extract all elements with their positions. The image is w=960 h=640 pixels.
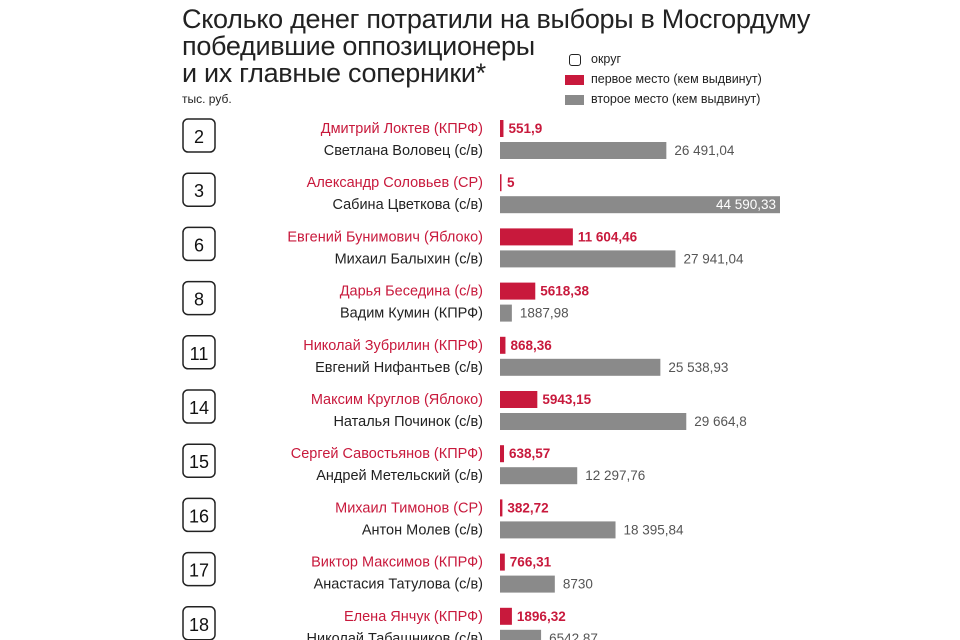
first-place-name: Михаил Тимонов (СР) [335, 500, 483, 516]
district-box [182, 443, 216, 478]
second-place-bar [500, 575, 555, 593]
second-place-bar [500, 521, 616, 539]
second-place-name: Анастасия Татулова (с/в) [314, 577, 483, 593]
first-place-name: Сергей Савостьянов (КПРФ) [291, 446, 483, 462]
second-place-name: Вадим Кумин (КПРФ) [340, 306, 483, 322]
chart-title-line-3: и их главные соперники* [182, 58, 486, 88]
legend-label-first: первое место (кем выдвинут) [591, 72, 762, 86]
first-place-value: 5618,38 [540, 284, 589, 299]
district-number: 3 [194, 181, 204, 201]
first-place-bar [500, 120, 504, 137]
district-box [182, 280, 216, 316]
second-place-name: Антон Молев (с/в) [362, 522, 483, 538]
unit-label: тыс. руб. [182, 92, 232, 106]
first-place-bar [500, 445, 505, 463]
district-box [182, 335, 216, 370]
district-number: 6 [194, 235, 204, 255]
first-place-value: 5 [507, 175, 515, 190]
first-place-name: Николай Зубрилин (КПРФ) [303, 338, 483, 354]
first-place-name: Александр Соловьев (СР) [307, 175, 483, 191]
district-number: 17 [189, 561, 209, 581]
first-place-value: 638,57 [509, 446, 550, 461]
first-place-value: 766,31 [510, 555, 552, 570]
first-place-name: Виктор Максимов (КПРФ) [311, 555, 483, 571]
first-place-value: 1896,32 [517, 609, 566, 624]
second-place-bar [500, 196, 780, 214]
first-place-bar [500, 607, 512, 625]
second-place-name: Михаил Балыхин (с/в) [335, 251, 483, 267]
legend-label-okrug: округ [591, 52, 622, 66]
second-place-name: Николай Табашников (с/в) [307, 631, 483, 640]
second-place-bar [500, 250, 676, 268]
second-place-value: 27 941,04 [683, 251, 744, 266]
second-place-value: 29 664,8 [694, 414, 747, 429]
legend-swatch-second [565, 95, 584, 105]
first-place-value: 868,36 [510, 338, 552, 353]
second-place-value: 18 395,84 [624, 522, 685, 537]
second-place-bar [500, 358, 661, 376]
district-number: 11 [190, 344, 209, 364]
second-place-value: 26 491,04 [674, 143, 735, 158]
legend-label-second: второе место (кем выдвинут) [591, 92, 761, 106]
first-place-value: 382,72 [507, 500, 548, 515]
first-place-name: Дарья Беседина (с/в) [340, 284, 483, 300]
district-number: 18 [189, 615, 209, 635]
first-place-name: Елена Янчук (КПРФ) [344, 609, 483, 625]
first-place-bar [500, 391, 538, 408]
district-box [182, 389, 216, 424]
second-place-value: 25 538,93 [668, 360, 728, 375]
second-place-value: 12 297,76 [585, 468, 645, 483]
first-place-bar [500, 174, 502, 192]
second-place-name: Андрей Метельский (с/в) [316, 468, 483, 484]
chart-title-line-1: Сколько денег потратили на выборы в Мосг… [182, 4, 811, 34]
second-place-value: 6542,87 [549, 631, 598, 640]
second-place-bar [500, 467, 578, 485]
first-place-name: Максим Круглов (Яблоко) [311, 392, 483, 408]
second-place-bar [500, 304, 512, 322]
second-place-bar [500, 413, 687, 430]
first-place-name: Евгений Бунимович (Яблоко) [287, 229, 483, 245]
second-place-name: Светлана Воловец (с/в) [324, 143, 483, 159]
first-place-bar [500, 228, 573, 246]
district-number: 15 [189, 452, 209, 472]
second-place-value: 44 590,33 [716, 197, 776, 212]
district-box [182, 497, 216, 533]
chart-title: Сколько денег потратили на выборы в Мосг… [182, 4, 811, 88]
second-place-name: Наталья Починок (с/в) [333, 414, 483, 430]
district-number: 16 [189, 506, 209, 526]
legend-swatch-first [565, 75, 584, 85]
legend-swatch-okrug [569, 54, 581, 66]
district-box [182, 118, 216, 153]
first-place-bar [500, 553, 505, 571]
second-place-value: 1887,98 [520, 306, 569, 321]
first-place-value: 5943,15 [542, 392, 591, 407]
first-place-bar [500, 499, 503, 517]
second-place-name: Сабина Цветкова (с/в) [332, 197, 483, 213]
second-place-bar [500, 142, 667, 159]
first-place-bar [500, 336, 506, 354]
first-place-value: 551,9 [508, 121, 542, 136]
second-place-name: Евгений Нифантьев (с/в) [315, 360, 483, 376]
first-place-name: Дмитрий Локтев (КПРФ) [321, 121, 483, 137]
district-box [182, 551, 216, 587]
district-number: 14 [189, 398, 209, 418]
district-box [182, 226, 216, 262]
second-place-value: 8730 [563, 577, 593, 592]
chart-title-line-2: победившие оппозиционеры [182, 31, 535, 61]
first-place-value: 11 604,46 [578, 229, 638, 244]
district-box [182, 172, 216, 207]
district-number: 2 [194, 127, 204, 147]
second-place-bar [500, 629, 542, 640]
first-place-bar [500, 282, 536, 300]
district-number: 8 [194, 290, 204, 310]
